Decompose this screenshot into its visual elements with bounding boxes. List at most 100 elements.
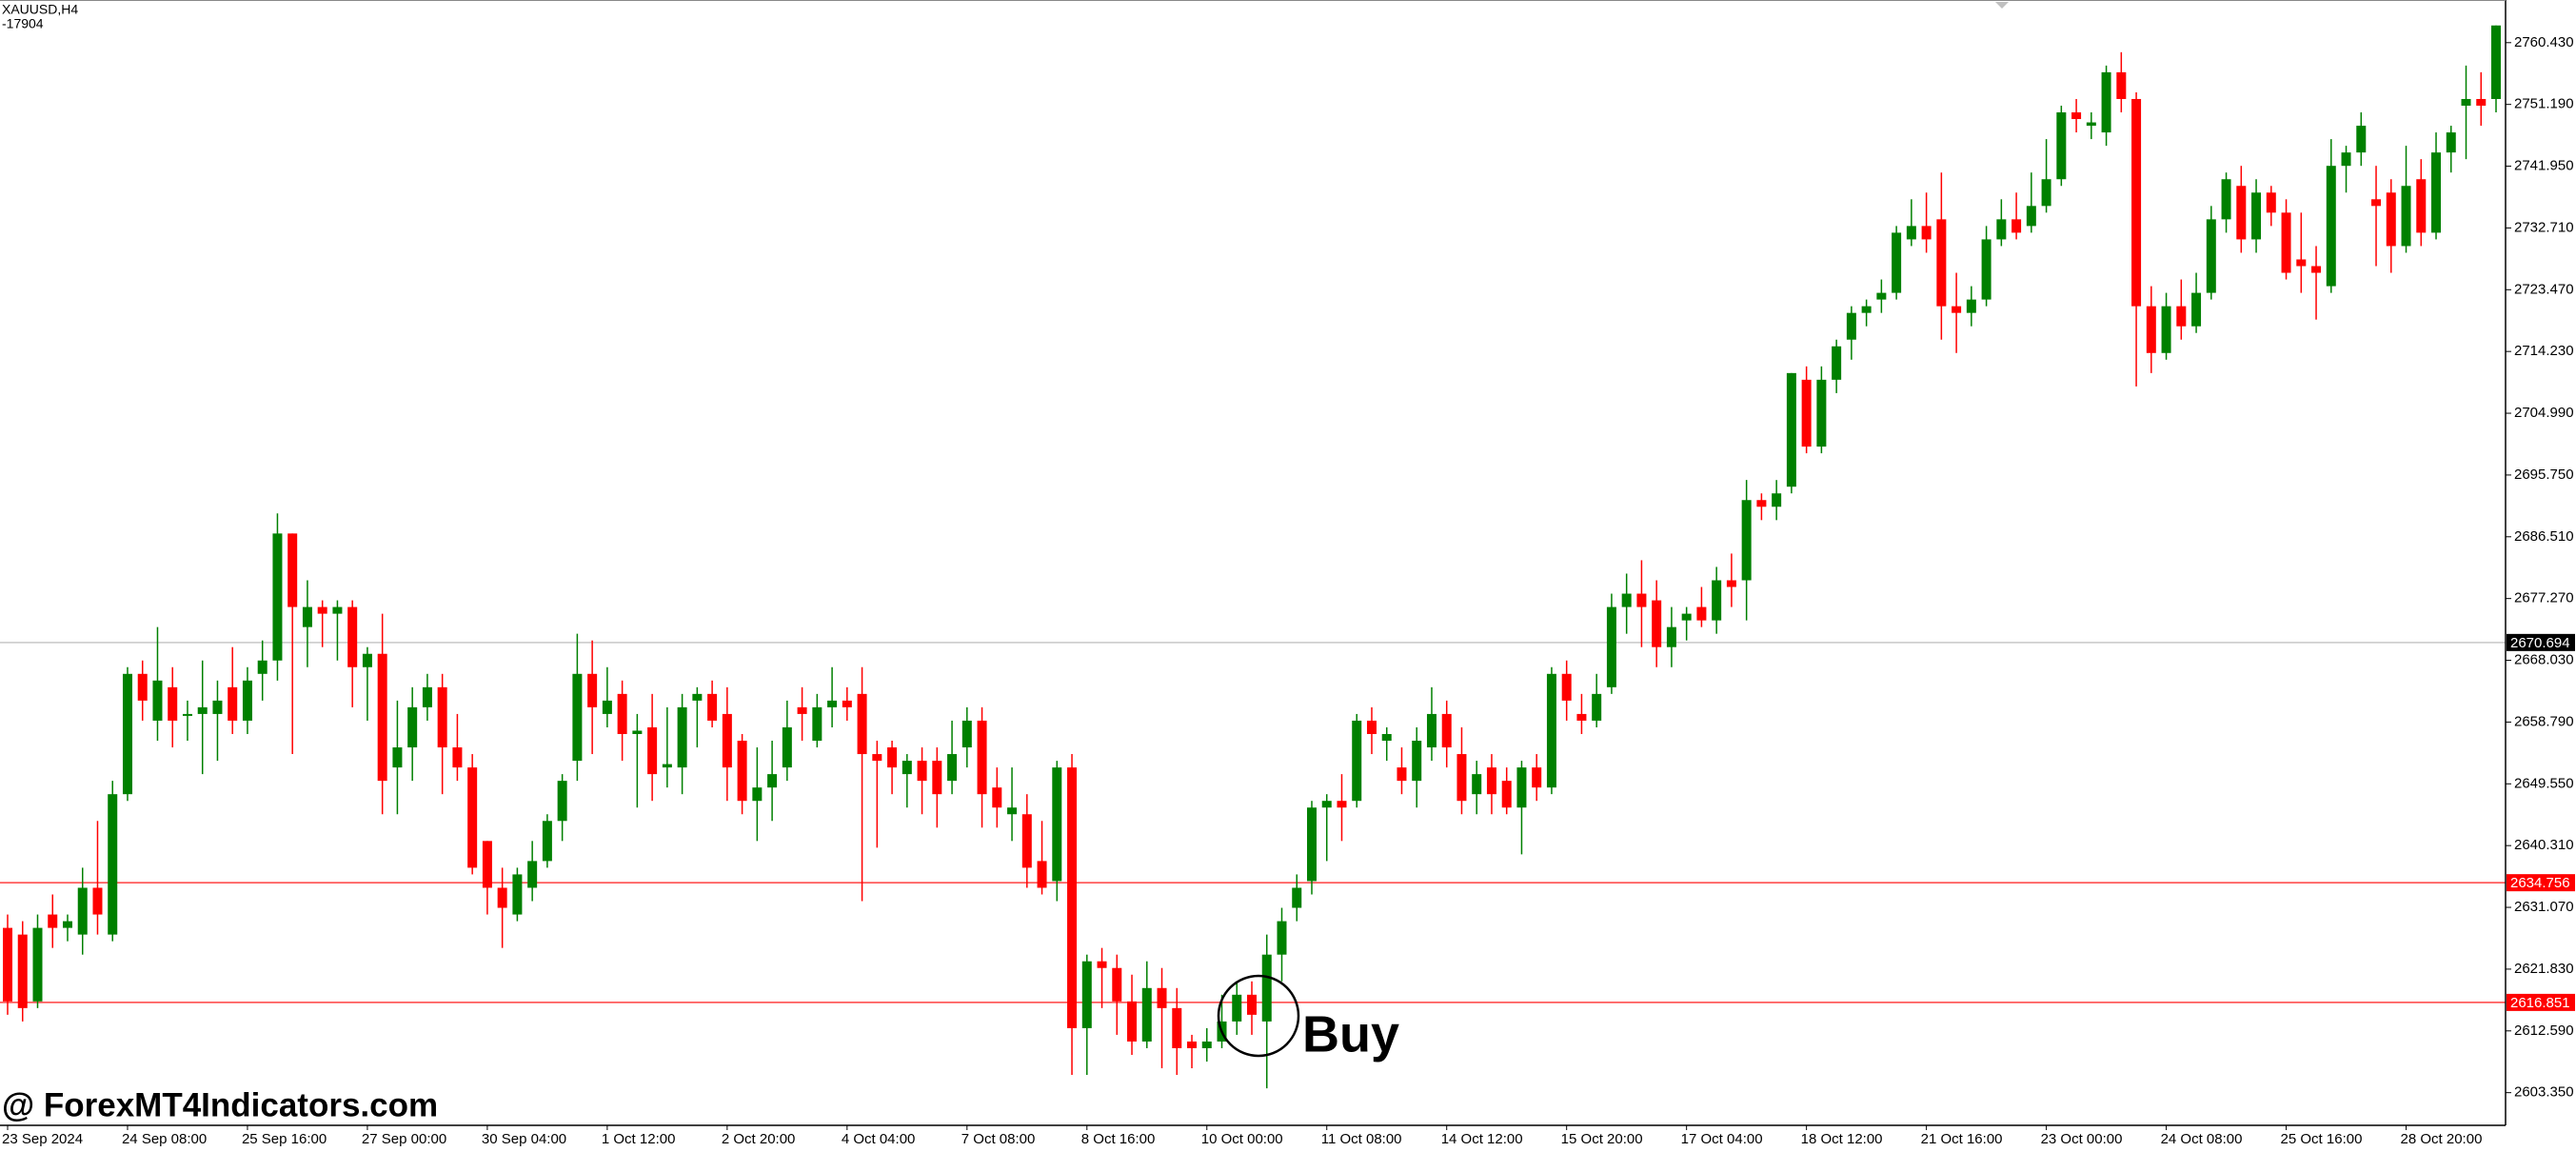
candle-body [1426,713,1437,748]
candle-body [32,927,43,1002]
candle-body [2191,292,2202,327]
candle-body [1801,379,1812,447]
candle-body [1306,807,1317,882]
candle-body [257,660,268,674]
candle-body [2026,206,2036,227]
candle-body [1172,1007,1182,1048]
candle-body [1921,226,1932,240]
watermark: @ ForexMT4Indicators.com [2,1086,438,1123]
y-tick-label: 2732.710 [2514,219,2574,235]
candle-body [48,914,58,928]
candle-body [1712,580,1722,621]
candle-body [1052,767,1062,882]
candle-body [992,787,1002,808]
candle-body [2356,126,2367,153]
candle-body [452,747,463,768]
candle-body [392,747,403,768]
candle-body [302,606,312,627]
candle-body [632,730,643,734]
candle-body [1981,239,1991,300]
candle-body [62,921,72,928]
x-tick-label: 25 Oct 16:00 [2281,1131,2363,1147]
candle-body [437,686,447,748]
candle-body [1846,312,1856,340]
candle-body [1381,733,1392,742]
x-tick-label: 18 Oct 12:00 [1801,1131,1883,1147]
x-tick-label: 23 Sep 2024 [2,1131,83,1147]
candle-body [497,887,507,908]
y-tick-label: 2751.190 [2514,96,2574,112]
x-tick-label: 11 Oct 08:00 [1321,1131,1402,1147]
candle-body [1292,887,1302,908]
candle-body [1756,500,1767,507]
candle-body [1441,713,1452,748]
candle-body [1007,807,1018,815]
candle-body [1966,299,1976,313]
candle-body [1561,673,1572,701]
candle-body [1576,713,1587,721]
candle-body [242,680,252,721]
candle-body [932,761,942,795]
candle-body [2116,71,2127,99]
x-tick-label: 30 Sep 04:00 [482,1131,566,1147]
x-tick-label: 27 Sep 00:00 [362,1131,446,1147]
candle-body [2161,306,2171,353]
candle-body [977,720,987,795]
candle-body [812,706,822,742]
candle-body [2296,259,2307,267]
candle-body [1592,693,1602,721]
candle-body [3,927,12,1002]
x-tick-label: 17 Oct 04:00 [1681,1131,1763,1147]
candle-body [407,706,418,748]
candle-body [122,673,132,795]
candle-body [287,533,298,607]
candle-body [1456,754,1467,802]
x-tick-label: 7 Oct 08:00 [961,1131,1036,1147]
candle-body [212,700,223,714]
y-tick-label: 2649.550 [2514,775,2574,791]
x-tick-label: 25 Sep 16:00 [242,1131,327,1147]
candle-body [1606,606,1616,687]
y-tick-label: 2741.950 [2514,158,2574,174]
candle-body [1352,720,1362,802]
candle-body [1621,593,1632,607]
candle-body [677,706,687,768]
price-label: 2634.756 [2510,875,2570,891]
x-tick-label: 24 Oct 08:00 [2161,1131,2243,1147]
x-tick-label: 1 Oct 12:00 [602,1131,676,1147]
candle-body [2236,186,2247,240]
candle-body [1741,500,1752,581]
candle-body [1037,861,1047,888]
candle-body [1321,801,1332,808]
candle-body [917,761,927,782]
candle-body [482,841,492,888]
candle-body [2326,166,2336,287]
candle-body [1876,292,1887,300]
x-tick-label: 14 Oct 12:00 [1441,1131,1523,1147]
x-tick-label: 15 Oct 20:00 [1561,1131,1643,1147]
candle-body [182,713,192,716]
candle-body [647,726,658,775]
y-tick-label: 2677.270 [2514,590,2574,606]
candle-body [782,726,792,768]
candle-body [2461,98,2471,107]
candle-body [2446,132,2456,153]
candle-body [2251,192,2262,240]
candle-body [467,767,478,868]
candle-body [168,686,178,721]
candle-body [1666,626,1676,647]
candle-body [1187,1041,1198,1048]
candle-body [1786,372,1796,487]
candle-body [2341,152,2351,167]
candle-body [272,533,283,661]
signal-circle [1217,974,1300,1058]
candle-body [2041,179,2051,207]
candle-body [2281,212,2291,273]
x-tick-label: 24 Sep 08:00 [122,1131,207,1147]
candle-body [797,706,807,714]
price-label-box [2507,874,2575,892]
candle-body [228,686,238,721]
candle-body [602,700,612,714]
y-tick-label: 2704.990 [2514,405,2574,421]
